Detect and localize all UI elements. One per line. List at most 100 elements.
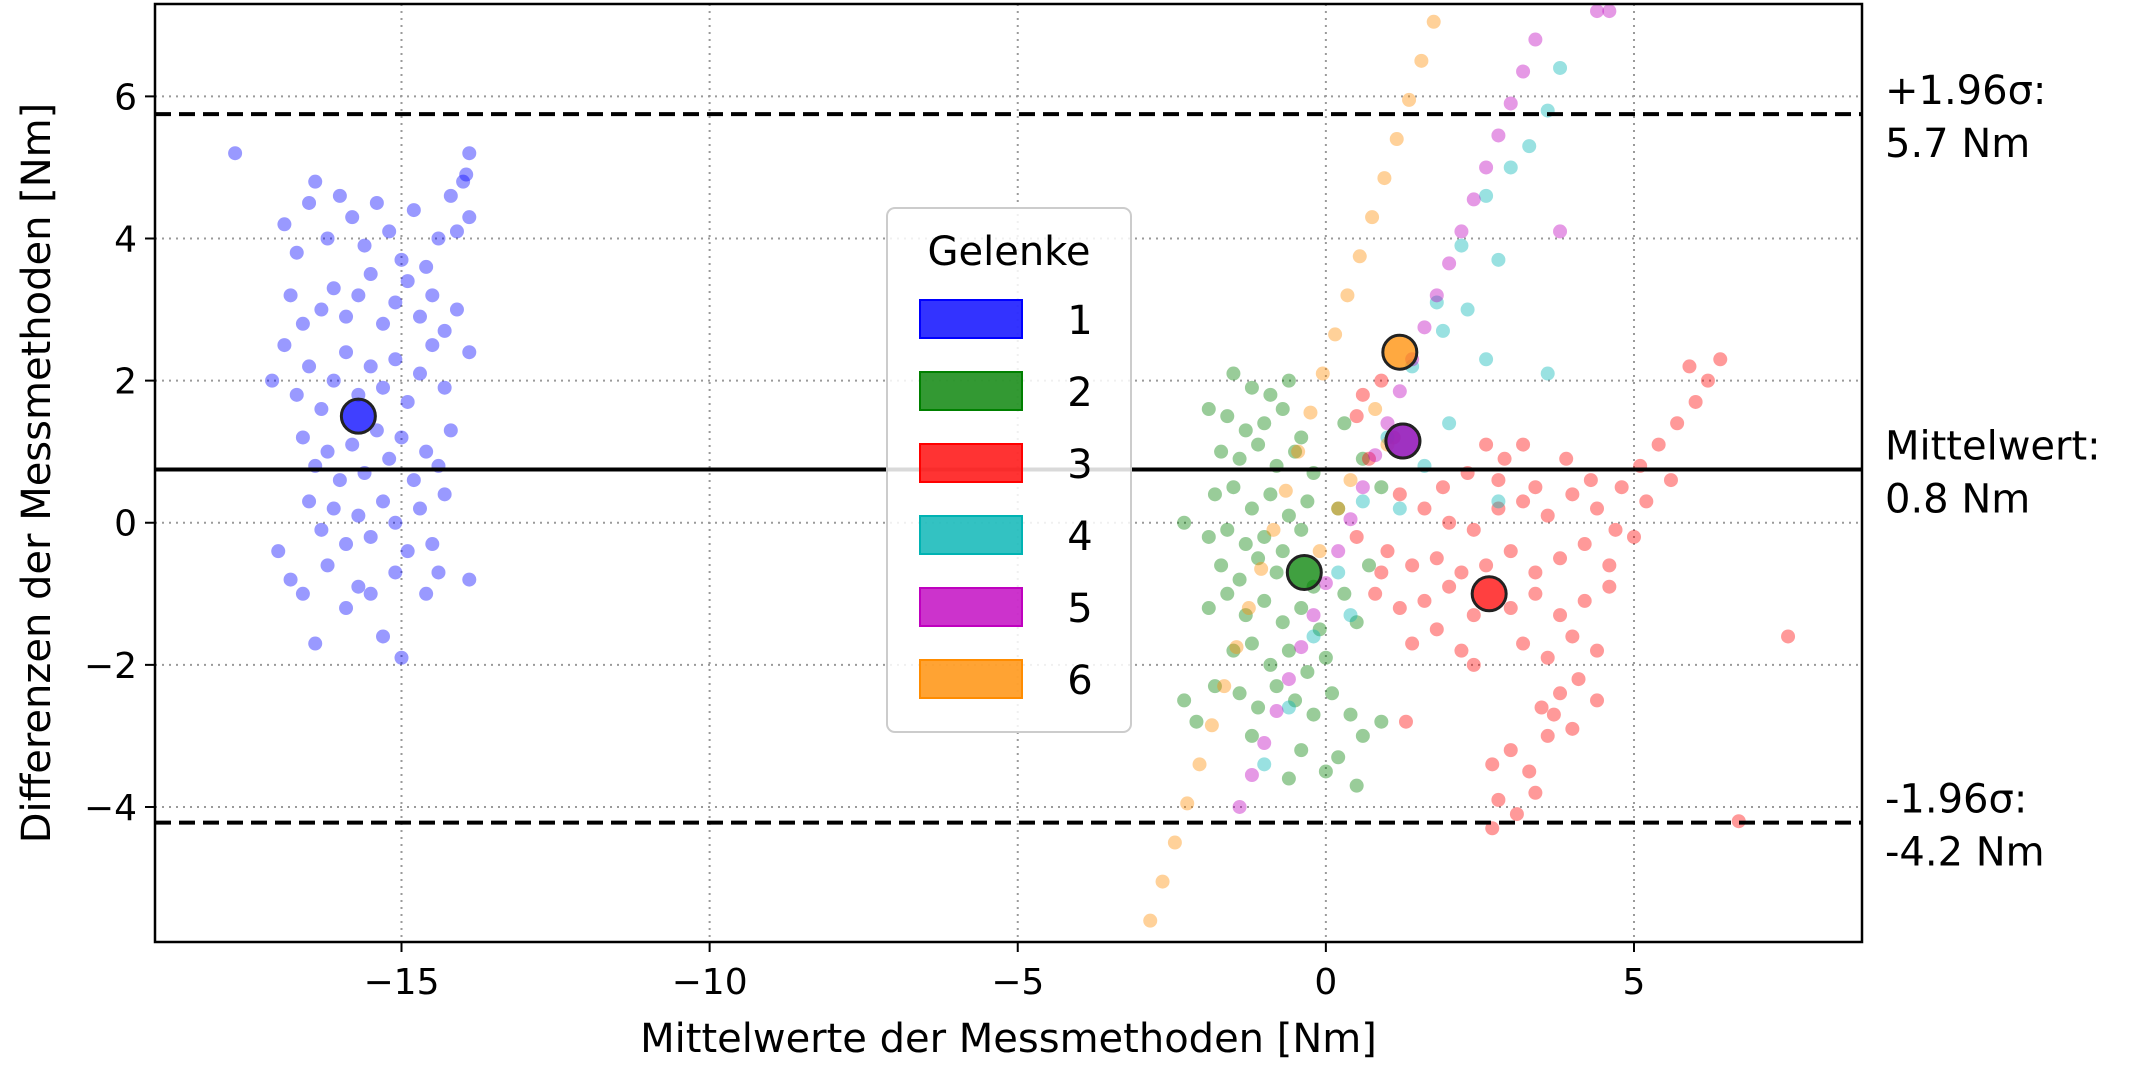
data-point-gelenk-1: [283, 288, 298, 303]
data-point-gelenk-2: [1251, 551, 1266, 566]
data-point-gelenk-2: [1337, 586, 1352, 601]
legend-swatch-gelenk-6: [919, 659, 1023, 699]
data-point-gelenk-5: [1590, 4, 1605, 19]
data-point-gelenk-3: [1442, 579, 1457, 594]
data-point-gelenk-4: [1491, 252, 1506, 267]
data-point-gelenk-2: [1343, 707, 1358, 722]
data-point-gelenk-1: [394, 252, 409, 267]
data-point-gelenk-3: [1405, 636, 1420, 651]
data-point-gelenk-1: [320, 231, 335, 246]
lower-limit-value: -4.2 Nm: [1885, 830, 2045, 876]
data-point-gelenk-2: [1251, 437, 1266, 452]
data-point-gelenk-2: [1318, 650, 1333, 665]
data-point-gelenk-6: [1352, 249, 1367, 264]
data-point-gelenk-1: [449, 302, 464, 317]
data-point-gelenk-3: [1362, 451, 1377, 466]
data-point-gelenk-5: [1294, 640, 1309, 655]
data-point-gelenk-4: [1442, 416, 1457, 431]
data-point-gelenk-2: [1281, 373, 1296, 388]
data-point-gelenk-4: [1479, 352, 1494, 367]
data-point-gelenk-2: [1238, 423, 1253, 438]
x-axis-title: Mittelwerte der Messmethoden [Nm]: [640, 1016, 1377, 1062]
data-point-gelenk-3: [1516, 494, 1531, 509]
data-point-gelenk-1: [351, 508, 366, 523]
x-tick-label: 0: [1314, 962, 1337, 1003]
data-point-gelenk-3: [1713, 352, 1728, 367]
data-point-gelenk-2: [1300, 664, 1315, 679]
data-point-gelenk-3: [1528, 480, 1543, 495]
data-point-gelenk-5: [1257, 736, 1272, 751]
data-point-gelenk-3: [1540, 650, 1555, 665]
data-point-gelenk-6: [1389, 132, 1404, 147]
data-point-gelenk-1: [314, 302, 329, 317]
data-point-gelenk-5: [1516, 64, 1531, 79]
data-point-gelenk-3: [1429, 551, 1444, 566]
data-point-gelenk-5: [1281, 672, 1296, 687]
data-point-gelenk-5: [1232, 799, 1247, 814]
data-point-gelenk-2: [1189, 714, 1204, 729]
data-point-gelenk-3: [1608, 522, 1623, 537]
x-tick-label: −5: [991, 962, 1044, 1003]
legend-swatch-gelenk-4: [919, 515, 1023, 555]
data-point-gelenk-6: [1229, 640, 1244, 655]
data-point-gelenk-1: [382, 451, 397, 466]
legend-swatch-gelenk-5: [919, 587, 1023, 627]
data-point-gelenk-4: [1503, 160, 1518, 175]
data-point-gelenk-2: [1232, 451, 1247, 466]
x-tick-label: −15: [364, 962, 440, 1003]
data-point-gelenk-2: [1257, 593, 1272, 608]
legend-swatch-gelenk-1: [919, 299, 1023, 339]
data-point-gelenk-5: [1528, 32, 1543, 47]
data-point-gelenk-4: [1553, 60, 1568, 75]
data-point-gelenk-3: [1368, 586, 1383, 601]
data-point-gelenk-2: [1232, 686, 1247, 701]
data-point-gelenk-1: [412, 309, 427, 324]
reference-labels: +1.96σ: 5.7 Nm Mittelwert: 0.8 Nm -1.96σ…: [1885, 68, 2101, 875]
legend-label-gelenk-6: 6: [1067, 658, 1092, 704]
data-point-gelenk-3: [1392, 601, 1407, 616]
data-point-gelenk-2: [1214, 444, 1229, 459]
plot-frame: [153, 2, 1864, 944]
data-point-gelenk-1: [308, 174, 323, 189]
data-point-gelenk-5: [1331, 544, 1346, 559]
data-point-gelenk-4: [1331, 565, 1346, 580]
legend-swatch-gelenk-3: [919, 443, 1023, 483]
data-point-gelenk-3: [1602, 579, 1617, 594]
data-point-gelenk-4: [1479, 188, 1494, 203]
y-tick-label: −4: [84, 788, 137, 829]
data-point-gelenk-2: [1232, 572, 1247, 587]
data-point-gelenk-6: [1331, 501, 1346, 516]
data-point-gelenk-3: [1497, 451, 1512, 466]
data-point-gelenk-2: [1226, 643, 1241, 658]
data-point-gelenk-6: [1266, 522, 1281, 537]
data-point-gelenk-1: [449, 224, 464, 239]
data-point-gelenk-2: [1201, 402, 1216, 417]
data-point-gelenk-1: [412, 366, 427, 381]
data-point-gelenk-1: [369, 195, 384, 210]
data-point-gelenk-2: [1294, 601, 1309, 616]
data-point-gelenk-3: [1528, 586, 1543, 601]
data-point-gelenk-1: [289, 387, 304, 402]
data-point-gelenk-2: [1220, 409, 1235, 424]
data-point-gelenk-3: [1553, 551, 1568, 566]
data-point-gelenk-3: [1479, 437, 1494, 452]
data-point-gelenk-1: [326, 501, 341, 516]
data-point-gelenk-6: [1315, 366, 1330, 381]
data-point-gelenk-1: [332, 188, 347, 203]
data-point-gelenk-6: [1143, 913, 1158, 928]
data-point-gelenk-1: [437, 487, 452, 502]
data-point-gelenk-1: [400, 274, 415, 289]
data-point-gelenk-2: [1177, 515, 1192, 530]
data-point-gelenk-5: [1429, 288, 1444, 303]
group-means: [339, 333, 1508, 613]
legend-items: 1 2 3 4 5 6: [919, 298, 1093, 704]
data-point-gelenk-6: [1312, 544, 1327, 559]
data-point-gelenk-6: [1426, 14, 1441, 29]
data-point-gelenk-2: [1288, 444, 1303, 459]
data-point-gelenk-1: [437, 380, 452, 395]
data-point-gelenk-3: [1374, 565, 1389, 580]
data-point-gelenk-1: [314, 522, 329, 537]
data-point-gelenk-1: [400, 394, 415, 409]
data-point-gelenk-1: [376, 494, 391, 509]
data-point-gelenk-3: [1528, 565, 1543, 580]
